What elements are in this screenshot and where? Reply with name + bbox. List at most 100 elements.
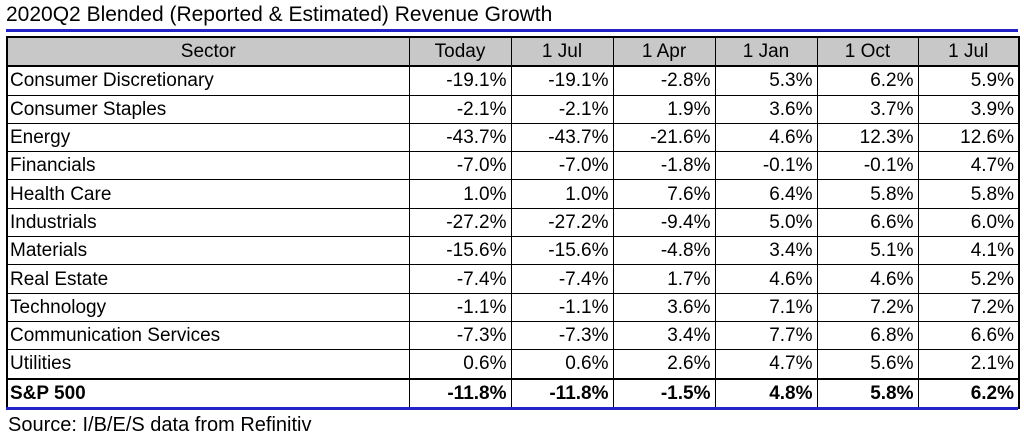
growth-value-cell: 4.6% <box>714 264 818 294</box>
growth-value-cell: 5.1% <box>816 236 919 266</box>
table-body: Consumer Discretionary -19.1% -19.1% -2.8% 5… <box>6 65 1020 409</box>
growth-value-cell: 3.6% <box>714 94 818 124</box>
sector-name-cell: Utilities <box>6 349 410 380</box>
growth-value-cell: 5.2% <box>917 264 1020 294</box>
growth-value-cell: -19.1% <box>408 65 512 96</box>
growth-value-cell: -1.1% <box>408 292 512 322</box>
table-row: Communication Services -7.3% -7.3% 3.4% 7.7%… <box>6 320 1020 351</box>
growth-value-cell: 7.7% <box>714 320 818 351</box>
growth-value-cell: 0.6% <box>510 349 614 380</box>
table-row: Technology -1.1% -1.1% 3.6% 7.1% 7.2% 7.2% <box>6 292 1020 322</box>
growth-value-cell: -11.8% <box>510 377 614 409</box>
growth-value-cell: 3.6% <box>612 292 716 322</box>
growth-value-cell: -7.3% <box>510 320 614 351</box>
column-header-1-jan: 1 Jan <box>714 35 818 68</box>
table-row: Financials -7.0% -7.0% -1.8% -0.1% -0.1% 4.7% <box>6 151 1020 181</box>
growth-value-cell: -0.1% <box>714 151 818 181</box>
growth-value-cell: -15.6% <box>510 236 614 266</box>
growth-value-cell: 6.4% <box>714 179 818 209</box>
growth-value-cell: 4.6% <box>714 122 818 153</box>
growth-value-cell: 5.9% <box>917 65 1020 96</box>
growth-value-cell: -7.4% <box>408 264 512 294</box>
table-row: Utilities 0.6% 0.6% 2.6% 4.7% 5.6% 2.1% <box>6 349 1020 380</box>
sector-name-cell: Health Care <box>6 179 410 209</box>
column-header-sector: Sector <box>6 35 410 68</box>
revenue-growth-table: Sector Today 1 Jul 1 Apr 1 Jan 1 Oct 1 J… <box>6 35 1020 409</box>
source-note: Source: I/B/E/S data from Refinitiv <box>8 414 312 436</box>
table-row: Health Care 1.0% 1.0% 7.6% 6.4% 5.8% 5.8% <box>6 179 1020 209</box>
sector-name-cell: Communication Services <box>6 320 410 351</box>
growth-value-cell: 7.1% <box>714 292 818 322</box>
growth-value-cell: -1.5% <box>612 377 716 409</box>
growth-value-cell: 12.3% <box>816 122 919 153</box>
growth-value-cell: 4.8% <box>714 377 818 409</box>
growth-value-cell: 1.7% <box>612 264 716 294</box>
growth-value-cell: -7.4% <box>510 264 614 294</box>
growth-value-cell: 5.6% <box>816 349 919 380</box>
source-rule <box>6 407 1018 410</box>
sector-name-cell: Energy <box>6 122 410 153</box>
table-row: Consumer Discretionary -19.1% -19.1% -2.8% 5… <box>6 65 1020 96</box>
growth-value-cell: -15.6% <box>408 236 512 266</box>
column-header-1-oct: 1 Oct <box>816 35 919 68</box>
growth-value-cell: 3.4% <box>612 320 716 351</box>
column-header-today: Today <box>408 35 512 68</box>
growth-value-cell: 1.0% <box>408 179 512 209</box>
growth-value-cell: 3.9% <box>917 94 1020 124</box>
growth-value-cell: -7.3% <box>408 320 512 351</box>
growth-value-cell: 6.2% <box>816 65 919 96</box>
growth-value-cell: 1.9% <box>612 94 716 124</box>
sector-name-cell: Real Estate <box>6 264 410 294</box>
growth-value-cell: -0.1% <box>816 151 919 181</box>
growth-value-cell: 6.2% <box>917 377 1020 409</box>
growth-value-cell: 4.7% <box>917 151 1020 181</box>
sector-name-cell: Industrials <box>6 207 410 238</box>
growth-value-cell: -11.8% <box>408 377 512 409</box>
sector-name-cell: Technology <box>6 292 410 322</box>
growth-value-cell: 5.8% <box>917 179 1020 209</box>
column-header-1-apr: 1 Apr <box>612 35 716 68</box>
growth-value-cell: 6.6% <box>917 320 1020 351</box>
growth-value-cell: 3.4% <box>714 236 818 266</box>
table-row: Consumer Staples -2.1% -2.1% 1.9% 3.6% 3.7% 3.… <box>6 94 1020 124</box>
growth-value-cell: 6.0% <box>917 207 1020 238</box>
sector-name-cell: Financials <box>6 151 410 181</box>
growth-value-cell: 0.6% <box>408 349 512 380</box>
growth-value-cell: 5.3% <box>714 65 818 96</box>
table-header-row: Sector Today 1 Jul 1 Apr 1 Jan 1 Oct 1 J… <box>6 35 1020 68</box>
growth-value-cell: -43.7% <box>408 122 512 153</box>
growth-value-cell: 6.6% <box>816 207 919 238</box>
growth-value-cell: 6.8% <box>816 320 919 351</box>
growth-value-cell: -21.6% <box>612 122 716 153</box>
growth-value-cell: -9.4% <box>612 207 716 238</box>
growth-value-cell: 5.8% <box>816 179 919 209</box>
growth-value-cell: -2.8% <box>612 65 716 96</box>
growth-value-cell: -27.2% <box>510 207 614 238</box>
growth-value-cell: 12.6% <box>917 122 1020 153</box>
growth-value-cell: -7.0% <box>408 151 512 181</box>
sector-name-cell: S&P 500 <box>6 377 410 409</box>
title-rule <box>6 29 1018 32</box>
growth-value-cell: 1.0% <box>510 179 614 209</box>
growth-value-cell: 7.2% <box>917 292 1020 322</box>
table-title: 2020Q2 Blended (Reported & Estimated) Re… <box>6 3 553 26</box>
growth-value-cell: 4.1% <box>917 236 1020 266</box>
growth-value-cell: 7.6% <box>612 179 716 209</box>
table-row: Materials -15.6% -15.6% -4.8% 3.4% 5.1% 4.1% <box>6 236 1020 266</box>
growth-value-cell: -2.1% <box>510 94 614 124</box>
table-row: Industrials -27.2% -27.2% -9.4% 5.0% 6.6% 6.0% <box>6 207 1020 238</box>
table-total-row: S&P 500 -11.8% -11.8% -1.5% 4.8% 5.8% 6.2% <box>6 377 1020 409</box>
growth-value-cell: 3.7% <box>816 94 919 124</box>
sector-name-cell: Consumer Staples <box>6 94 410 124</box>
growth-value-cell: 2.1% <box>917 349 1020 380</box>
growth-value-cell: 5.8% <box>816 377 919 409</box>
column-header-1-jul: 1 Jul <box>510 35 614 68</box>
growth-value-cell: -1.1% <box>510 292 614 322</box>
table-row: Real Estate -7.4% -7.4% 1.7% 4.6% 4.6% 5.2% <box>6 264 1020 294</box>
sector-name-cell: Consumer Discretionary <box>6 65 410 96</box>
growth-value-cell: -19.1% <box>510 65 614 96</box>
growth-value-cell: -43.7% <box>510 122 614 153</box>
growth-value-cell: 2.6% <box>612 349 716 380</box>
growth-value-cell: 4.6% <box>816 264 919 294</box>
growth-value-cell: 4.7% <box>714 349 818 380</box>
